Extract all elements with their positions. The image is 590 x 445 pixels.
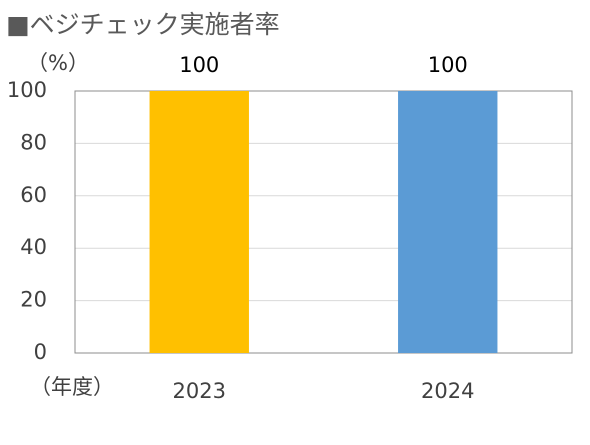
data-label: 100 [428,53,468,77]
chart-title: ■ベジチェック実施者率 [6,10,280,39]
x-tick-label: 2023 [173,379,226,403]
y-tick-label: 0 [34,340,47,364]
plot-border [74,90,573,354]
x-axis-label: （年度） [30,375,114,399]
y-tick-label: 60 [20,183,47,207]
y-axis-label: （%） [27,51,89,75]
bar [398,91,498,353]
bar [149,91,249,353]
data-label: 100 [179,53,219,77]
y-tick-label: 100 [7,78,47,102]
y-tick-label: 40 [20,235,47,259]
y-tick-label: 80 [20,130,47,154]
x-tick-label: 2024 [421,379,474,403]
y-tick-label: 20 [20,288,47,312]
